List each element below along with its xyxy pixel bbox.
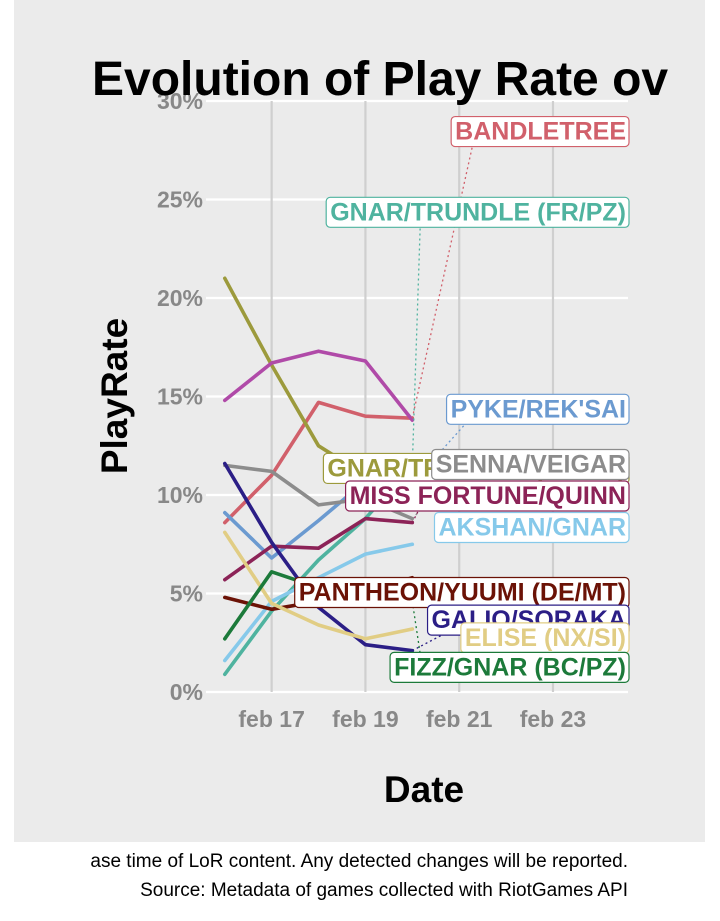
series-line [223,349,415,422]
series-label-box [445,393,630,425]
series-line [223,516,415,582]
series-label-box [450,115,630,148]
series-label-box [325,196,630,228]
y-tick-label: 5% [170,581,203,607]
series-label: AKSHAN/GNAR [439,514,627,542]
series-label: PYKE/REK'SAI [451,395,626,423]
series-label: MISS FORTUNE/QUINN [350,482,626,510]
y-tick-label: 10% [157,482,203,508]
x-tick-label: feb 19 [332,706,398,732]
caption-note: ase time of LoR content. Any detected ch… [90,851,628,872]
x-axis-label: Date [384,769,464,810]
series-line [223,530,415,641]
x-tick-label: feb 23 [520,706,586,732]
caption-source: Source: Metadata of games collected with… [140,880,628,901]
series-label: PANTHEON/YUUMI (DE/MT) [299,579,626,607]
y-tick-label: 15% [157,384,203,410]
y-tick-label: 30% [157,88,203,114]
label-leader-line [411,142,474,419]
label-leader-line [411,601,421,655]
chart-title: Evolution of Play Rate ov [92,53,668,106]
series-line [223,400,415,525]
axes: 0% 5% 10% 15% 20% 25% 30% feb 17 feb 19 feb 21 feb… [157,88,586,732]
y-axis-label: PlayRate [94,318,135,474]
series-label-box [433,511,630,544]
series-label: GNAR/TRUNDLE (FR/PZ) [330,198,626,226]
y-tick-label: 25% [157,187,203,213]
label-leader-line [411,419,470,484]
y-tick-label: 20% [157,285,203,311]
series-labels: BANDLETREE GNAR/TRUNDLE (FR/PZ) PYKE/REK'S… [294,115,630,683]
series-label-box [389,651,630,683]
series-label-box [344,480,630,512]
y-tick-label: 0% [170,679,203,705]
x-tick-label: feb 17 [238,706,304,732]
x-tick-label: feb 21 [426,706,493,732]
series-label: SENNA/VEIGAR [436,450,626,478]
series-label-box [431,448,630,481]
series-label: ELISE (NX/SI) [465,624,626,652]
label-leader-line [411,223,421,466]
series-label: FIZZ/GNAR (BC/PZ) [394,653,626,681]
series-label: BANDLETREE [455,118,626,146]
